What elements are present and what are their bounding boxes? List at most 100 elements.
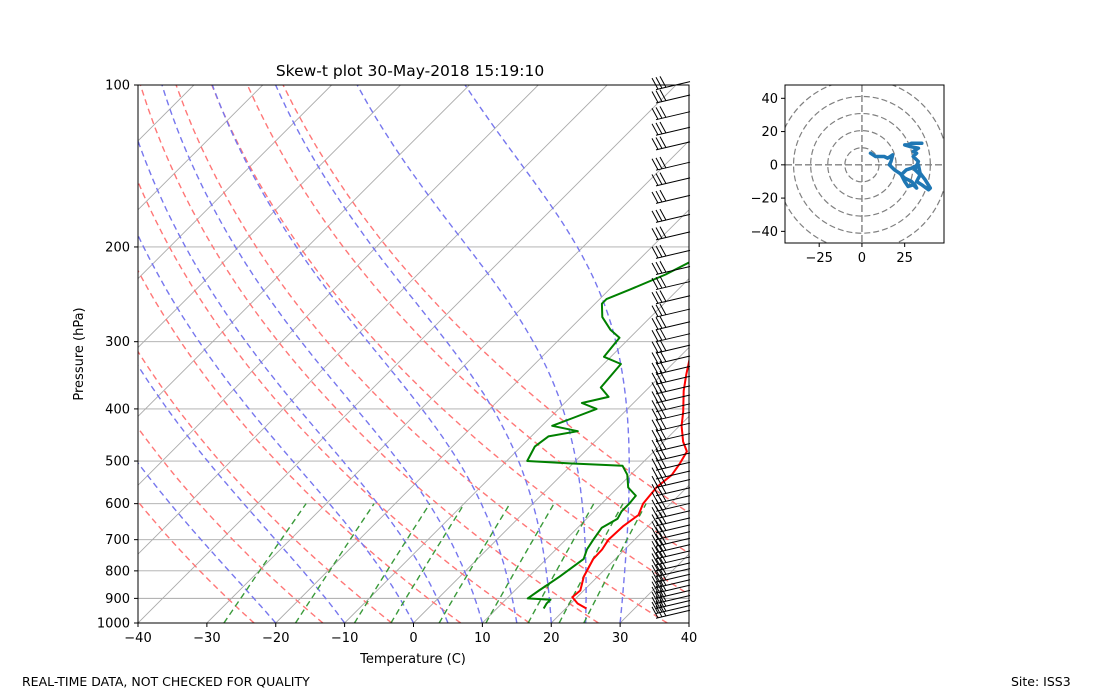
hodograph-x-tick-label: −25 <box>805 251 832 266</box>
isotherm--80 <box>138 85 401 349</box>
quality-disclaimer: REAL-TIME DATA, NOT CHECKED FOR QUALITY <box>22 674 310 689</box>
wind-barb-920 <box>651 590 691 605</box>
isotherm-10 <box>482 415 689 623</box>
wind-barb-240 <box>651 276 691 291</box>
y-tick-label: 300 <box>105 335 130 350</box>
moist-adiabat-10 <box>161 85 484 623</box>
hodograph-ring-30 <box>810 112 914 217</box>
skewt-title: Skew-t plot 30-May-2018 15:19:10 <box>276 62 544 80</box>
wind-barb-700 <box>651 526 691 541</box>
y-tick-label: 900 <box>105 592 130 607</box>
hodograph-plot-frame <box>784 84 945 244</box>
wind-barb-420 <box>651 406 691 421</box>
dry-adiabat-290 <box>138 180 530 623</box>
wind-barb-300 <box>651 328 691 343</box>
hodograph-x-tick-label: 25 <box>896 251 913 266</box>
wind-barb-820 <box>651 563 691 578</box>
mixing-ratio-0.4 <box>223 503 307 623</box>
y-tick-label: 700 <box>105 533 130 548</box>
wind-barb-720 <box>651 532 691 547</box>
wind-barb-740 <box>651 539 691 554</box>
wind-barb-210 <box>651 244 691 259</box>
wind-barb-144 <box>651 156 691 171</box>
wind-barb-166 <box>651 189 691 204</box>
dewpoint-profile <box>526 261 689 610</box>
isotherm--100 <box>138 85 264 211</box>
x-tick-label: −40 <box>124 631 151 646</box>
wind-barb-124 <box>651 121 691 136</box>
x-tick-label: 0 <box>409 631 417 646</box>
dry-adiabat-330 <box>246 85 689 555</box>
isotherm--60 <box>138 85 539 486</box>
dry-adiabat-310 <box>175 85 668 623</box>
wind-barb-315 <box>651 339 691 354</box>
wind-barb-960 <box>651 599 691 614</box>
skewt-background-lines <box>138 85 689 623</box>
hodograph-y-tick-label: 0 <box>770 158 778 173</box>
wind-barb-108 <box>651 89 691 104</box>
isotherm-20 <box>550 484 689 623</box>
isotherm--20 <box>275 209 689 623</box>
wind-barb-860 <box>651 574 691 589</box>
wind-barb-900 <box>651 584 691 599</box>
wind-barb-640 <box>651 505 691 520</box>
mixing-ratio-3 <box>390 503 465 623</box>
wind-barb-780 <box>651 551 691 566</box>
moist-adiabat--20 <box>138 461 277 623</box>
wind-barb-880 <box>651 579 691 594</box>
mixing-ratio-5 <box>438 503 511 623</box>
y-tick-label: 200 <box>105 240 130 255</box>
wind-barb-840 <box>651 568 691 583</box>
wind-barb-440 <box>651 417 691 432</box>
hodograph-trace <box>868 141 933 192</box>
hodograph-x-tick-label: 0 <box>858 251 866 266</box>
skewt-x-label: Temperature (C) <box>359 652 466 667</box>
wind-barb-460 <box>651 428 691 443</box>
dry-adiabat-300 <box>139 85 599 623</box>
x-tick-label: −20 <box>262 631 289 646</box>
y-tick-label: 800 <box>105 564 130 579</box>
wind-barb-980 <box>651 604 691 619</box>
moist-adiabat-0 <box>138 233 415 623</box>
y-tick-label: 400 <box>105 402 130 417</box>
x-tick-label: 20 <box>543 631 560 646</box>
isotherm--10 <box>344 277 689 623</box>
wind-barbs <box>651 76 691 619</box>
site-label: Site: ISS3 <box>1011 674 1071 689</box>
hodograph-axes: −25 0 25 40 20 0 −20 −40 <box>751 92 913 266</box>
temperature-profile <box>571 357 689 610</box>
wind-barb-330 <box>651 350 691 365</box>
wind-barb-225 <box>651 260 691 275</box>
hodograph-plot-area <box>785 85 944 243</box>
wind-barb-194 <box>651 226 691 241</box>
dry-adiabat-340 <box>282 85 689 514</box>
hodograph-chart: −25 0 25 40 20 0 −20 −40 <box>751 84 945 266</box>
isotherm--30 <box>206 140 689 623</box>
wind-barb-180 <box>651 208 691 223</box>
dry-adiabat-250 <box>138 500 255 623</box>
hodograph-y-tick-label: 20 <box>761 125 778 140</box>
x-tick-label: 40 <box>681 631 698 646</box>
x-tick-label: −10 <box>331 631 358 646</box>
x-tick-label: 30 <box>612 631 629 646</box>
moist-adiabat-30 <box>464 85 630 623</box>
wind-barb-800 <box>651 557 691 572</box>
wind-barb-102 <box>651 76 691 91</box>
skewt-y-axis: 100 200 300 400 500 600 700 800 900 1000 <box>97 79 138 632</box>
moist-adiabat-5 <box>138 138 449 623</box>
moist-adiabat--10 <box>138 364 346 623</box>
isotherm--90 <box>138 85 332 280</box>
wind-barb-270 <box>651 303 691 318</box>
isotherm--40 <box>138 85 677 623</box>
mixing-ratio-2 <box>353 503 431 623</box>
x-tick-label: −30 <box>193 631 220 646</box>
y-tick-label: 1000 <box>97 617 130 632</box>
isotherm-0 <box>413 346 689 623</box>
moist-adiabat-25 <box>356 85 587 623</box>
hodograph-line <box>868 141 933 192</box>
wind-barb-132 <box>651 136 691 151</box>
skewt-x-axis: −40 −30 −20 −10 0 10 20 30 40 <box>124 623 697 646</box>
dry-adiabat-320 <box>211 85 689 596</box>
skewt-y-label: Pressure (hPa) <box>72 307 87 400</box>
